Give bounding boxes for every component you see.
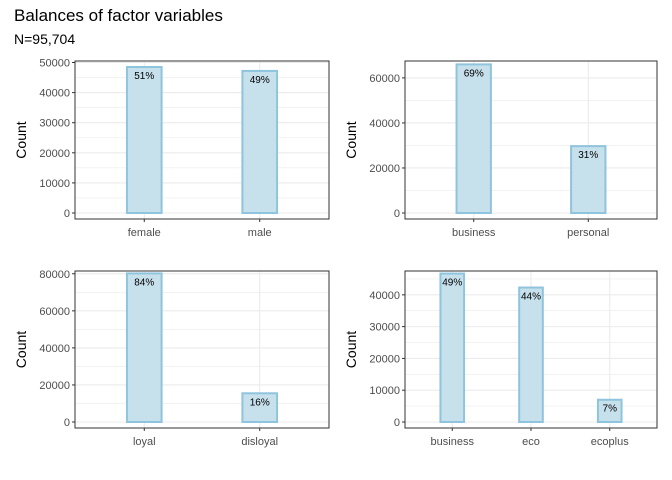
y-tick-label: 20000 — [369, 163, 400, 175]
x-tick-label: personal — [567, 227, 609, 239]
data-label: 31% — [578, 150, 598, 161]
data-label: 16% — [250, 397, 270, 408]
y-tick-label: 30000 — [369, 322, 400, 334]
y-tick-label: 60000 — [39, 306, 70, 318]
y-tick-label: 0 — [394, 417, 400, 429]
x-tick-label: ecoplus — [591, 436, 629, 448]
data-label: 69% — [464, 68, 484, 79]
x-tick-label: business — [452, 227, 496, 239]
y-axis-label: Count — [343, 331, 359, 368]
bar — [596, 398, 623, 424]
x-tick-label: loyal — [133, 436, 156, 448]
chart-subtitle: N=95,704 — [14, 31, 76, 47]
bar — [455, 63, 492, 214]
y-tick-label: 60000 — [369, 73, 400, 85]
y-axis-label: Count — [13, 121, 29, 158]
panel-border — [404, 270, 658, 429]
y-tick-label: 20000 — [369, 353, 400, 365]
y-tick-label: 10000 — [369, 385, 400, 397]
y-tick-label: 0 — [394, 208, 400, 220]
bar — [518, 286, 544, 423]
y-tick-label: 40000 — [369, 118, 400, 130]
panel-border — [74, 270, 330, 429]
panel-border — [404, 60, 658, 220]
y-tick-label: 40000 — [39, 343, 70, 355]
bar — [241, 69, 279, 214]
y-tick-label: 80000 — [39, 269, 70, 281]
data-label: 84% — [134, 277, 154, 288]
bar — [439, 272, 466, 423]
y-tick-label: 10000 — [39, 178, 70, 190]
bar — [125, 272, 163, 424]
bar — [125, 66, 163, 214]
x-tick-label: male — [248, 227, 272, 239]
y-tick-label: 0 — [64, 208, 70, 220]
y-tick-label: 40000 — [39, 88, 70, 100]
chart-title: Balances of factor variables — [14, 6, 223, 25]
data-label: 7% — [603, 404, 618, 415]
x-tick-label: business — [431, 436, 475, 448]
y-tick-label: 20000 — [39, 148, 70, 160]
panel-background — [75, 61, 329, 219]
x-tick-label: female — [128, 227, 161, 239]
panel-border — [74, 60, 330, 220]
data-label: 49% — [442, 278, 462, 289]
y-axis-label: Count — [343, 121, 359, 158]
panel-background — [405, 61, 657, 219]
y-tick-label: 50000 — [39, 58, 70, 70]
y-tick-label: 40000 — [369, 290, 400, 302]
bar — [570, 145, 607, 214]
y-axis-label: Count — [13, 331, 29, 368]
y-tick-label: 20000 — [39, 380, 70, 392]
data-label: 51% — [134, 71, 154, 82]
y-tick-label: 30000 — [39, 118, 70, 130]
x-tick-label: eco — [522, 436, 540, 448]
data-label: 44% — [521, 292, 541, 303]
bar — [241, 392, 279, 423]
x-tick-label: disloyal — [241, 436, 278, 448]
data-label: 49% — [250, 75, 270, 86]
panel-background — [75, 271, 329, 428]
y-tick-label: 0 — [64, 417, 70, 429]
